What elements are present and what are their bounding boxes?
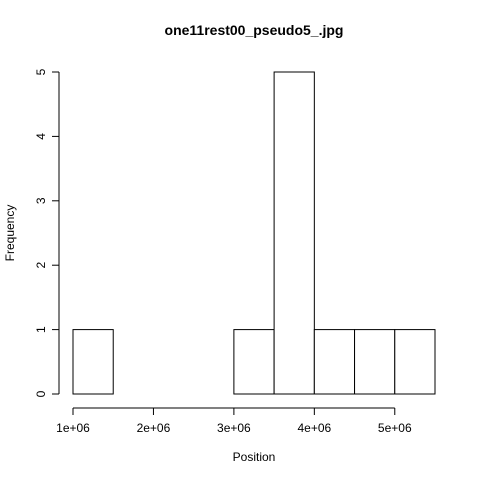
x-tick-label: 2e+06 bbox=[137, 421, 171, 435]
y-axis: 0 1 2 3 4 5 bbox=[34, 68, 60, 397]
bars-group bbox=[72, 71, 436, 395]
histogram-bar bbox=[233, 329, 275, 395]
chart-title: one11rest00_pseudo5_.jpg bbox=[165, 22, 344, 38]
y-tick-label: 0 bbox=[34, 390, 48, 397]
y-tick-label: 2 bbox=[34, 262, 48, 269]
y-axis-label: Frequency bbox=[3, 205, 17, 262]
x-axis-label: Position bbox=[233, 450, 276, 464]
x-tick-label: 3e+06 bbox=[217, 421, 251, 435]
histogram-bar bbox=[313, 329, 356, 395]
histogram-bar bbox=[72, 329, 114, 395]
y-tick-label: 3 bbox=[34, 197, 48, 204]
y-tick-label: 1 bbox=[34, 326, 48, 333]
y-tick-label: 5 bbox=[34, 68, 48, 75]
histogram-bar bbox=[273, 71, 315, 395]
histogram-bar bbox=[394, 329, 436, 395]
x-tick-label: 1e+06 bbox=[56, 421, 90, 435]
y-tick-label: 4 bbox=[34, 133, 48, 140]
x-tick-label: 4e+06 bbox=[297, 421, 331, 435]
x-tick-label: 5e+06 bbox=[378, 421, 412, 435]
x-axis: 1e+06 2e+06 3e+06 4e+06 5e+06 bbox=[56, 407, 412, 435]
histogram-bar bbox=[354, 329, 396, 395]
